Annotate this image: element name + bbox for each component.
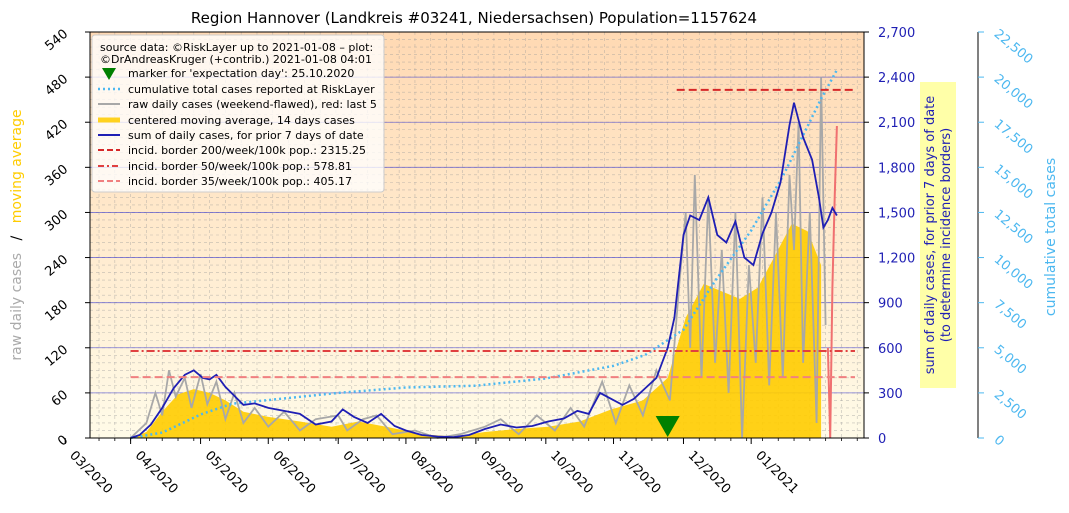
y-left-tick-label: 480	[42, 72, 71, 99]
y-right2-tick-label: 20,000	[991, 72, 1035, 113]
x-tick-label: 05/2020	[202, 448, 251, 497]
sum-7-day-line	[130, 102, 838, 439]
x-tick-label: 12/2020	[685, 448, 734, 497]
legend-entry-raw: raw daily cases (weekend-flawed), red: l…	[128, 98, 377, 111]
y-axis-left-label: raw daily cases / moving average	[9, 109, 25, 360]
y-right-tick-label: 600	[878, 342, 903, 357]
y-axis-right2: 0 2,500 5,000 7,500 10,00012,50015,00017,500…	[977, 27, 1035, 450]
y-right2-tick-label: 2,500	[991, 388, 1029, 423]
legend: source data: ©RiskLayer up to 2021-01-08…	[91, 34, 385, 193]
x-tick-label: 03/2020	[66, 448, 115, 497]
y-right-tick-label: 2,100	[878, 116, 915, 131]
y-left-tick-label: 360	[42, 162, 71, 189]
raw-daily-cases-line	[129, 77, 827, 439]
y-right2-tick-label: 0	[991, 433, 1007, 450]
y-right-tick-label: 0	[878, 432, 886, 447]
legend-marker-triangle	[102, 68, 116, 80]
x-tick-label: 10/2020	[547, 448, 596, 497]
x-tick-label: 09/2020	[477, 448, 526, 497]
y-right-tick-label: 1,500	[878, 206, 915, 221]
incidence-borders	[130, 88, 855, 379]
y-right-tick-label: 2,400	[878, 71, 915, 86]
y-left-tick-label: 120	[42, 342, 71, 369]
x-tick-label: 04/2020	[132, 448, 181, 497]
y-left-tick-label: 240	[42, 252, 71, 279]
legend-entry-moving-average: centered moving average, 14 days cases	[128, 114, 355, 127]
y-left-tick-label: 60	[49, 388, 71, 410]
x-tick-label: 11/2020	[615, 448, 664, 497]
plot-frame	[89, 31, 865, 439]
x-axis: 03/2020 04/2020 05/2020 06/2020 07/2020 08/20…	[64, 438, 858, 497]
legend-box	[91, 34, 385, 193]
y-left-tick-label: 0	[55, 433, 71, 450]
y-right2-tick-label: 15,000	[991, 162, 1035, 203]
legend-source-line-1: source data: ©RiskLayer up to 2021-01-08…	[100, 41, 373, 54]
y-axis-left-label-ma: moving average	[9, 109, 25, 223]
y-left-tick-label: 180	[42, 297, 71, 324]
y-right2-tick-label: 12,500	[991, 207, 1035, 248]
legend-entry-border-35: incid. border 35/week/100k pop.: 405.17	[128, 175, 352, 188]
y-axis-left: 0 60 120 180 240 300 360 420 480 540	[42, 27, 90, 450]
legend-entry-sum7: sum of daily cases, for prior 7 days of …	[128, 129, 364, 142]
y-right-tick-label: 1,800	[878, 161, 915, 176]
legend-entry-border-50: incid. border 50/week/100k pop.: 578.81	[128, 160, 352, 173]
y-left-tick-label: 420	[42, 117, 71, 144]
y-right2-tick-label: 22,500	[991, 27, 1035, 68]
y-right2-tick-label: 17,500	[991, 117, 1035, 158]
raw-daily-cases-last5-line	[826, 125, 838, 439]
y-axis-right-label-box	[920, 82, 956, 388]
y-left-tick-label: 540	[42, 27, 71, 54]
y-axis-left-label-raw: raw daily cases	[9, 253, 25, 361]
y-axis-left-label-sep: /	[9, 235, 25, 240]
legend-entry-expectation: marker for 'expectation day': 25.10.2020	[128, 67, 354, 80]
legend-entry-border-200: incid. border 200/week/100k pop.: 2315.2…	[128, 144, 366, 157]
y-right2-tick-label: 10,000	[991, 252, 1035, 293]
moving-average-area	[130, 223, 822, 438]
x-tick-label: 01/2021	[752, 448, 801, 497]
y-axis-right: 0 300 600 900 1,200 1,500 1,800 2,100 2,400 2,700	[864, 26, 915, 447]
expectation-day-marker	[655, 416, 680, 437]
y-right2-tick-label: 7,500	[991, 297, 1029, 332]
cumulative-total-line	[130, 69, 838, 440]
y-axis-right2-label: cumulative total cases	[1043, 158, 1059, 316]
y-axis-right-label-line1: sum of daily cases, for prior 7 days of …	[923, 96, 938, 375]
y-right2-tick-label: 5,000	[991, 342, 1029, 377]
x-tick-label: 07/2020	[339, 448, 388, 497]
y-left-tick-label: 300	[42, 207, 71, 234]
y-right-tick-label: 300	[878, 387, 903, 402]
legend-source-line-2: ©DrAndreasKruger (+contrib.) 2021-01-08 …	[100, 53, 372, 66]
chart-title: Region Hannover (Landkreis #03241, Niede…	[191, 9, 757, 27]
y-axis-right-label-line2: (to determine incidence borders)	[939, 128, 954, 343]
x-tick-label: 08/2020	[407, 448, 456, 497]
legend-entry-cumulative: cumulative total cases reported at RiskL…	[128, 83, 375, 96]
y-right-tick-label: 900	[878, 297, 903, 312]
y-right-tick-label: 1,200	[878, 252, 915, 267]
y-right-tick-label: 2,700	[878, 26, 915, 41]
x-tick-label: 06/2020	[269, 448, 318, 497]
